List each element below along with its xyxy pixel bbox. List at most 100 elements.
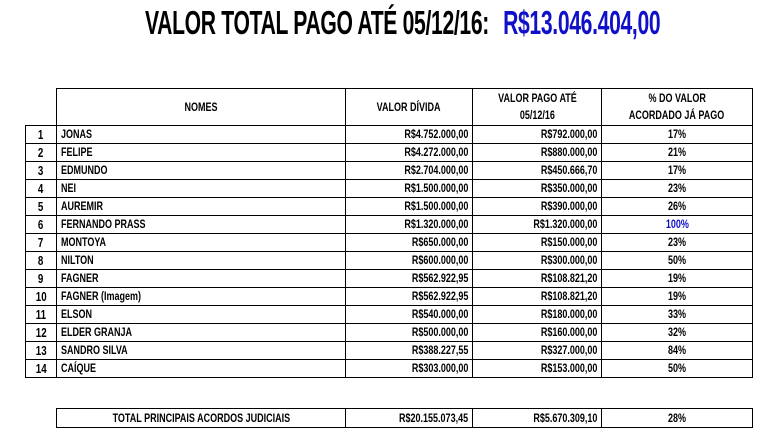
row-pct: 23% <box>601 179 753 198</box>
page-title: VALOR TOTAL PAGO ATÉ 05/12/16: R$13.046.4… <box>0 4 764 42</box>
row-number: 14 <box>25 359 57 378</box>
row-pct: 100% <box>601 215 753 234</box>
row-number: 7 <box>25 233 57 252</box>
row-number: 4 <box>25 179 57 198</box>
row-number: 3 <box>25 161 57 180</box>
row-name: SANDRO SILVA <box>56 341 346 360</box>
row-pct: 26% <box>601 197 753 216</box>
row-paid: R$150.000,00 <box>472 233 602 252</box>
total-debt: R$20.155.073,45 <box>345 408 473 428</box>
row-name: CAÍQUE <box>56 359 346 378</box>
total-label: TOTAL PRINCIPAIS ACORDOS JUDICIAIS <box>56 408 346 428</box>
row-name: JONAS <box>56 125 346 144</box>
row-name: AUREMIR <box>56 197 346 216</box>
row-paid: R$108.821,20 <box>472 287 602 306</box>
row-debt: R$1.320.000,00 <box>345 215 473 234</box>
total-row: TOTAL PRINCIPAIS ACORDOS JUDICIAIS R$20.… <box>56 408 753 428</box>
row-pct: 19% <box>601 269 753 288</box>
table-row: 12 ELDER GRANJA R$500.000,00 R$160.000,00 32… <box>25 323 753 342</box>
row-debt: R$4.752.000,00 <box>345 125 473 144</box>
header-paid: VALOR PAGO ATÉ 05/12/16 <box>472 88 602 126</box>
table-row: 10 FAGNER (Imagem) R$562.922,95 R$108.821,2… <box>25 287 753 306</box>
row-paid: R$108.821,20 <box>472 269 602 288</box>
row-name: FELIPE <box>56 143 346 162</box>
agreements-table: NOMES VALOR DÍVIDA VALOR PAGO ATÉ 05/12/1… <box>25 88 753 378</box>
row-pct: 17% <box>601 161 753 180</box>
row-name: ELDER GRANJA <box>56 323 346 342</box>
row-paid: R$1.320.000,00 <box>472 215 602 234</box>
table-row: 11 ELSON R$540.000,00 R$180.000,00 33% <box>25 305 753 324</box>
row-debt: R$4.272.000,00 <box>345 143 473 162</box>
table-row: 1 JONAS R$4.752.000,00 R$792.000,00 17% <box>25 125 753 144</box>
row-debt: R$540.000,00 <box>345 305 473 324</box>
row-paid: R$350.000,00 <box>472 179 602 198</box>
table-row: 3 EDMUNDO R$2.704.000,00 R$450.666,70 17% <box>25 161 753 180</box>
row-paid: R$450.666,70 <box>472 161 602 180</box>
row-paid: R$880.000,00 <box>472 143 602 162</box>
table-header-row: NOMES VALOR DÍVIDA VALOR PAGO ATÉ 05/12/1… <box>25 88 753 126</box>
table-row: 4 NEI R$1.500.000,00 R$350.000,00 23% <box>25 179 753 198</box>
row-number: 5 <box>25 197 57 216</box>
row-name: FERNANDO PRASS <box>56 215 346 234</box>
table-row: 6 FERNANDO PRASS R$1.320.000,00 R$1.320.000… <box>25 215 753 234</box>
header-names: NOMES <box>56 88 346 126</box>
row-paid: R$792.000,00 <box>472 125 602 144</box>
row-number: 9 <box>25 269 57 288</box>
row-pct: 32% <box>601 323 753 342</box>
row-name: ELSON <box>56 305 346 324</box>
row-debt: R$1.500.000,00 <box>345 179 473 198</box>
row-number: 8 <box>25 251 57 270</box>
table-row: 8 NILTON R$600.000,00 R$300.000,00 50% <box>25 251 753 270</box>
row-paid: R$390.000,00 <box>472 197 602 216</box>
row-debt: R$1.500.000,00 <box>345 197 473 216</box>
row-paid: R$327.000,00 <box>472 341 602 360</box>
table-row: 9 FAGNER R$562.922,95 R$108.821,20 19% <box>25 269 753 288</box>
row-name: NILTON <box>56 251 346 270</box>
row-name: MONTOYA <box>56 233 346 252</box>
row-debt: R$2.704.000,00 <box>345 161 473 180</box>
header-blank <box>25 88 57 126</box>
total-table: TOTAL PRINCIPAIS ACORDOS JUDICIAIS R$20.… <box>56 408 753 428</box>
row-number: 11 <box>25 305 57 324</box>
row-debt: R$562.922,95 <box>345 287 473 306</box>
header-debt: VALOR DÍVIDA <box>345 88 473 126</box>
table-row: 7 MONTOYA R$650.000,00 R$150.000,00 23% <box>25 233 753 252</box>
table-row: 5 AUREMIR R$1.500.000,00 R$390.000,00 26% <box>25 197 753 216</box>
row-number: 12 <box>25 323 57 342</box>
row-pct: 33% <box>601 305 753 324</box>
row-debt: R$600.000,00 <box>345 251 473 270</box>
total-pct: 28% <box>601 408 753 428</box>
row-name: FAGNER <box>56 269 346 288</box>
row-debt: R$562.922,95 <box>345 269 473 288</box>
row-paid: R$300.000,00 <box>472 251 602 270</box>
row-number: 10 <box>25 287 57 306</box>
table-row: 2 FELIPE R$4.272.000,00 R$880.000,00 21% <box>25 143 753 162</box>
title-total-amount: R$13.046.404,00 <box>503 4 661 41</box>
row-pct: 17% <box>601 125 753 144</box>
row-name: EDMUNDO <box>56 161 346 180</box>
row-name: FAGNER (Imagem) <box>56 287 346 306</box>
row-pct: 21% <box>601 143 753 162</box>
row-name: NEI <box>56 179 346 198</box>
title-text: VALOR TOTAL PAGO ATÉ 05/12/16: <box>144 4 489 41</box>
table-row: 14 CAÍQUE R$303.000,00 R$153.000,00 50% <box>25 359 753 378</box>
total-paid: R$5.670.309,10 <box>472 408 602 428</box>
row-debt: R$303.000,00 <box>345 359 473 378</box>
row-number: 1 <box>25 125 57 144</box>
row-paid: R$160.000,00 <box>472 323 602 342</box>
table-row: 13 SANDRO SILVA R$388.227,55 R$327.000,00 84… <box>25 341 753 360</box>
row-debt: R$650.000,00 <box>345 233 473 252</box>
row-debt: R$388.227,55 <box>345 341 473 360</box>
row-pct: 19% <box>601 287 753 306</box>
row-debt: R$500.000,00 <box>345 323 473 342</box>
row-paid: R$180.000,00 <box>472 305 602 324</box>
row-paid: R$153.000,00 <box>472 359 602 378</box>
row-pct: 84% <box>601 341 753 360</box>
row-pct: 50% <box>601 359 753 378</box>
row-number: 6 <box>25 215 57 234</box>
header-pct: % DO VALOR ACORDADO JÁ PAGO <box>601 88 753 126</box>
row-number: 13 <box>25 341 57 360</box>
row-number: 2 <box>25 143 57 162</box>
row-pct: 23% <box>601 233 753 252</box>
row-pct: 50% <box>601 251 753 270</box>
